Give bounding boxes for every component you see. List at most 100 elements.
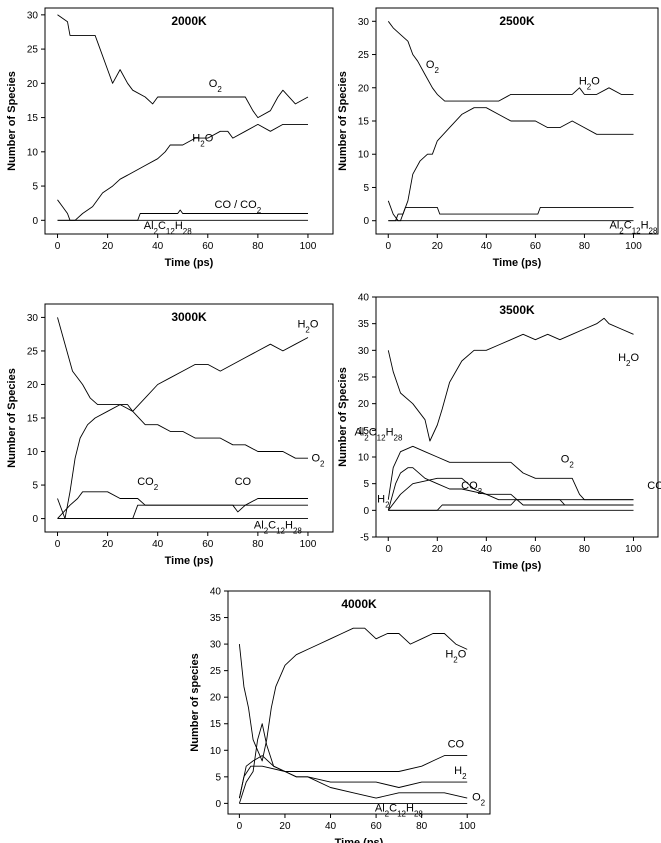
series-label-co: CO (448, 739, 465, 751)
x-tick-label: 20 (432, 544, 444, 555)
series-line-h2o (57, 123, 308, 221)
series-line-h2 (387, 467, 634, 511)
chart-title: 3000K (171, 310, 207, 324)
x-tick-label: 100 (459, 821, 476, 832)
series-line-h2o (57, 337, 309, 520)
series-line-co (388, 499, 634, 511)
y-tick-label: 15 (358, 117, 370, 128)
x-tick-label: 80 (252, 241, 264, 252)
plot-frame (44, 303, 334, 533)
y-tick-label: 40 (210, 587, 222, 598)
y-tick-label: 30 (210, 640, 222, 651)
series-line-o2 (57, 317, 308, 459)
y-tick-label: 30 (27, 10, 39, 21)
x-tick-label: 20 (102, 539, 114, 550)
series-label-co2: CO2 (137, 476, 159, 492)
y-tick-label: 15 (27, 414, 39, 425)
y-tick-label: 25 (210, 666, 222, 677)
series-label-al2c12h28: Al2C12H28 (375, 802, 423, 818)
series-line-co2 (387, 477, 634, 511)
series-line-h2o (238, 627, 468, 762)
series-line-h2 (388, 206, 634, 222)
y-tick-label: 20 (210, 693, 222, 704)
y-tick-label: 10 (210, 746, 222, 757)
x-tick-label: 0 (237, 821, 243, 832)
y-tick-label: 15 (27, 113, 39, 124)
x-tick-label: 40 (481, 241, 493, 252)
x-axis-label: Time (ps) (335, 837, 384, 843)
series-line-o2 (238, 723, 468, 804)
plot-frame (375, 296, 659, 538)
x-tick-label: 40 (325, 821, 337, 832)
series-label-o2: O2 (426, 59, 440, 75)
x-tick-label: 40 (152, 241, 164, 252)
chart-title: 3500K (499, 303, 535, 317)
series-label-h2o: H2O (445, 648, 466, 664)
y-tick-label: 30 (358, 346, 370, 357)
y-axis-label: Number of species (189, 653, 201, 751)
series-label-o2: O2 (209, 78, 223, 94)
y-tick-label: 10 (27, 147, 39, 158)
series-label-co2: CO2 (461, 480, 483, 496)
series-line-o2 (387, 21, 634, 102)
y-tick-label: 0 (363, 506, 369, 517)
series-label-o2: O2 (311, 453, 325, 469)
x-tick-label: 0 (55, 241, 61, 252)
x-tick-label: 100 (625, 544, 642, 555)
y-tick-label: 10 (358, 150, 370, 161)
series-label-al2c12h28: Al2C12H28 (354, 427, 402, 443)
x-tick-label: 60 (371, 821, 383, 832)
y-tick-label: 35 (210, 613, 222, 624)
y-tick-label: 20 (358, 83, 370, 94)
series-label-h2: H2 (454, 765, 467, 781)
x-axis-label: Time (ps) (165, 555, 214, 567)
y-tick-label: 10 (358, 453, 370, 464)
series-line-co (238, 755, 468, 799)
y-tick-label: 0 (32, 514, 38, 525)
x-tick-label: 100 (300, 241, 317, 252)
x-axis-label: Time (ps) (493, 257, 542, 269)
x-tick-label: 60 (202, 241, 214, 252)
y-tick-label: 20 (358, 399, 370, 410)
series-label-o2: O2 (561, 453, 575, 469)
y-tick-label: 35 (358, 319, 370, 330)
panel-4000k: 0 20 40 60 80 100 0 5 10 15 20 25 30 35 40 Time (ps) Num… (189, 587, 491, 843)
chart-title: 2500K (499, 14, 535, 28)
series-label-h2: H2 (377, 493, 390, 509)
y-tick-label: 40 (358, 293, 370, 304)
x-tick-label: 40 (481, 544, 493, 555)
y-tick-label: 5 (363, 183, 369, 194)
x-tick-label: 0 (385, 241, 391, 252)
y-tick-label: 5 (215, 772, 221, 783)
series-label-al2c12h28: Al2C12H28 (254, 520, 302, 536)
y-tick-label: 0 (32, 216, 38, 227)
y-tick-label: 0 (363, 216, 369, 227)
series-label-al2c12h28: Al2C12H28 (144, 220, 192, 236)
panel-2000k: 0 20 40 60 80 100 0 5 10 15 20 25 30 Time (ps) Number … (6, 7, 334, 269)
y-tick-label: 25 (358, 50, 370, 61)
x-tick-label: 0 (385, 544, 391, 555)
y-tick-label: 20 (27, 79, 39, 90)
x-tick-label: 20 (279, 821, 291, 832)
series-line-h2 (238, 755, 468, 799)
series-label-o2: O2 (472, 792, 486, 808)
y-tick-label: 15 (210, 719, 222, 730)
y-tick-label: 25 (27, 45, 39, 56)
x-tick-label: 60 (530, 544, 542, 555)
x-tick-label: 40 (152, 539, 164, 550)
plot-frame (44, 7, 334, 235)
y-tick-label: -5 (360, 533, 369, 544)
series-label-co: CO (647, 480, 661, 492)
x-tick-label: 60 (202, 539, 214, 550)
series-line-h2o (387, 107, 634, 222)
series-line-co-co2 (57, 209, 308, 221)
y-tick-label: 0 (215, 799, 221, 810)
series-label-h2o: H2O (618, 352, 639, 368)
y-tick-label: 20 (27, 380, 39, 391)
x-tick-label: 80 (416, 821, 428, 832)
x-tick-label: 80 (252, 539, 264, 550)
y-tick-label: 10 (27, 447, 39, 458)
y-tick-label: 5 (32, 481, 38, 492)
x-tick-label: 100 (300, 539, 317, 550)
